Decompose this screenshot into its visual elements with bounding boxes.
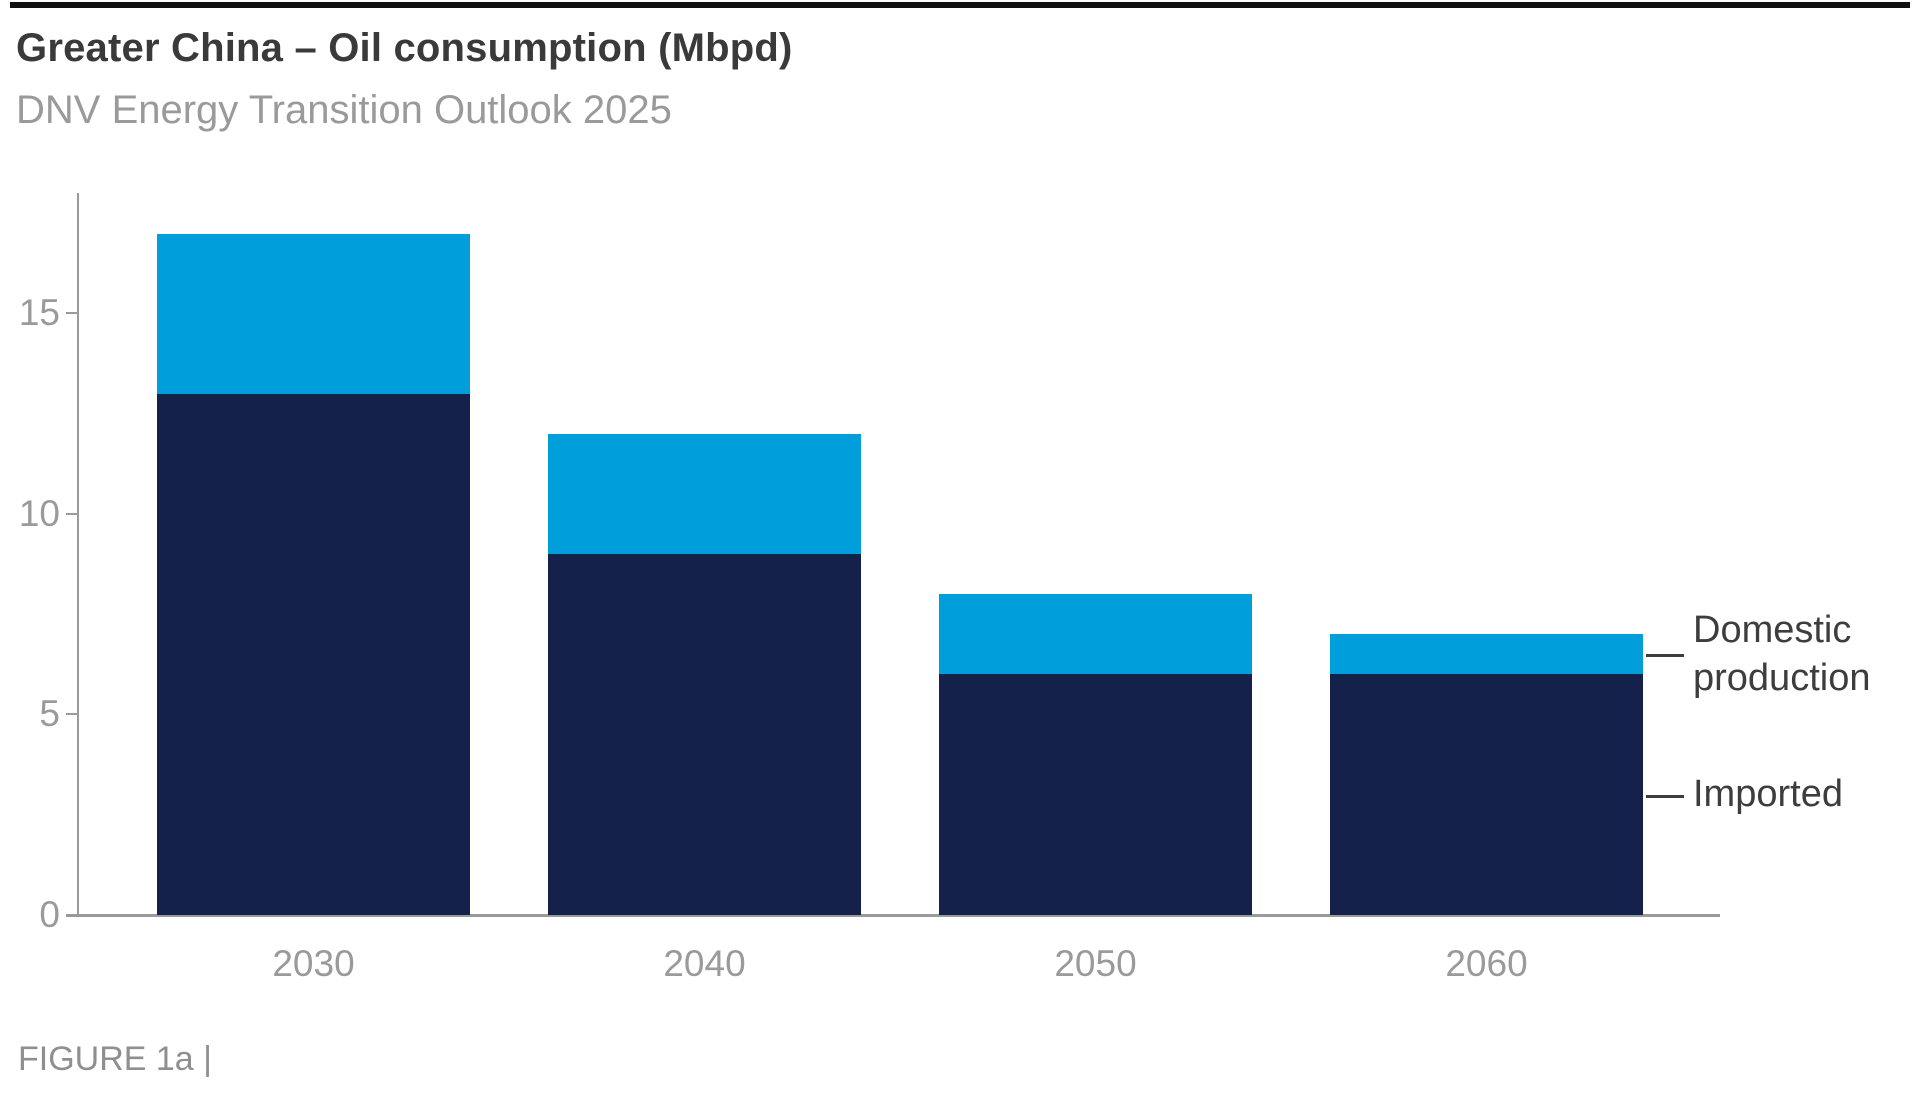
figure-label: FIGURE 1a | <box>18 1040 212 1078</box>
legend-label-domestic-production: Domestic production <box>1693 609 1871 699</box>
y-axis-tick-label-10: 10 <box>18 493 60 534</box>
bar-2040-domestic-production-segment <box>548 434 861 554</box>
bar-2040-imported-segment <box>548 554 861 915</box>
bar-2030 <box>157 234 470 915</box>
bar-2050-domestic-production-segment <box>939 594 1252 674</box>
bar-2040 <box>548 434 861 915</box>
legend-label-imported: Imported <box>1693 773 1843 815</box>
x-axis-label-2030: 2030 <box>272 943 355 984</box>
top-rule <box>10 2 1910 8</box>
x-axis-label-2040: 2040 <box>663 943 746 984</box>
plot-area: 0 5 10 15 2030 2040 2050 2060 <box>0 193 1720 984</box>
x-axis-label-2050: 2050 <box>1054 943 1137 984</box>
y-axis-tick-label-5: 5 <box>39 693 60 734</box>
y-axis-tick-mark-10 <box>66 513 78 515</box>
chart-title: Greater China – Oil consumption (Mbpd) <box>16 26 793 70</box>
y-axis-tick-label-15: 15 <box>18 292 60 333</box>
bar-2030-imported-segment <box>157 394 470 915</box>
y-axis-line <box>77 193 79 917</box>
bar-2050 <box>939 594 1252 915</box>
bar-2050-imported-segment <box>939 674 1252 915</box>
bar-2060 <box>1330 634 1643 915</box>
bar-2030-domestic-production-segment <box>157 234 470 394</box>
y-axis-tick-mark-15 <box>66 312 78 314</box>
legend-connector-domestic-production <box>1646 654 1684 657</box>
bar-2060-domestic-production-segment <box>1330 634 1643 674</box>
x-axis-label-2060: 2060 <box>1445 943 1528 984</box>
y-axis-tick-label-0: 0 <box>39 894 60 935</box>
chart-subtitle: DNV Energy Transition Outlook 2025 <box>16 88 672 132</box>
bar-2060-imported-segment <box>1330 674 1643 915</box>
legend-connector-imported <box>1646 795 1684 798</box>
x-axis-line <box>66 914 1720 917</box>
y-axis-tick-mark-5 <box>66 713 78 715</box>
